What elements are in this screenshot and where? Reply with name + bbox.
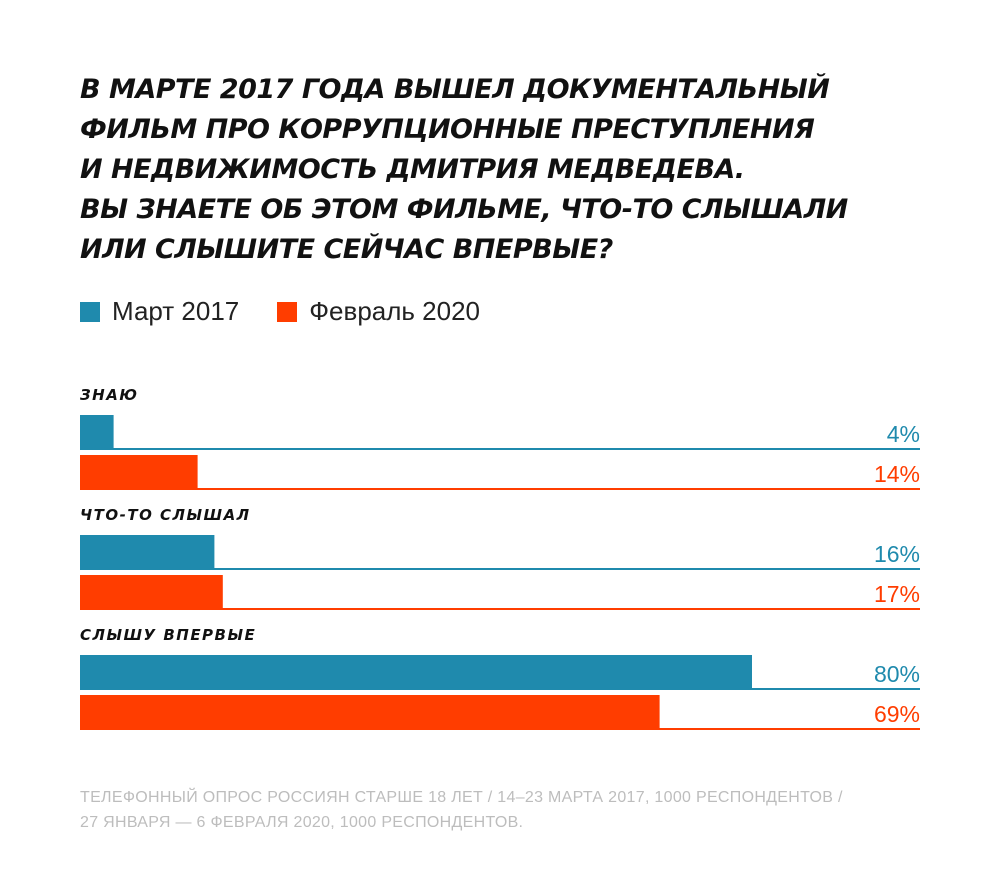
value-label-0-0: 4% (887, 421, 920, 447)
title-line: и недвижимость Дмитрия Медведева. (80, 154, 745, 185)
legend-item-2020: Февраль 2020 (277, 296, 480, 327)
footnote-line: Телефонный опрос россиян старше 18 лет /… (80, 789, 843, 806)
bar-2-1 (80, 695, 660, 729)
legend-swatch-2020 (277, 301, 298, 322)
category-label-1: ЧТО-ТО СЛЫШАЛ (80, 506, 251, 524)
bar-2-0 (80, 655, 752, 689)
title-line: В марте 2017 года вышел документальный (80, 74, 830, 105)
title-line: или слышите сейчас впервые? (80, 234, 613, 265)
value-label-1-0: 16% (874, 541, 920, 567)
value-label-2-0: 80% (874, 661, 920, 687)
legend-item-2017: Март 2017 (80, 296, 239, 327)
bar-0-1 (80, 455, 198, 489)
category-label-0: ЗНАЮ (80, 386, 138, 404)
title-line: фильм про коррупционные преступления (80, 114, 815, 145)
footnote: Телефонный опрос россиян старше 18 лет /… (80, 785, 940, 835)
value-label-0-1: 14% (874, 461, 920, 487)
footnote-line: 27 января — 6 февраля 2020, 1000 респонд… (80, 814, 524, 831)
category-label-2: СЛЫШУ ВПЕРВЫЕ (80, 626, 256, 644)
value-label-2-1: 69% (874, 701, 920, 727)
legend-swatch-2017 (80, 301, 100, 322)
title-line: Вы знаете об этом фильме, что-то слышали (80, 194, 848, 225)
value-label-1-1: 17% (874, 581, 920, 607)
chart-title: В марте 2017 года вышел документальный ф… (80, 70, 940, 270)
bar-0-0 (80, 415, 114, 449)
bar-1-1 (80, 575, 223, 609)
legend-label-2017: Март 2017 (112, 296, 240, 326)
legend: Март 2017 Февраль 2020 (80, 296, 518, 327)
bar-1-0 (80, 535, 215, 569)
legend-label-2020: Февраль 2020 (309, 296, 481, 326)
